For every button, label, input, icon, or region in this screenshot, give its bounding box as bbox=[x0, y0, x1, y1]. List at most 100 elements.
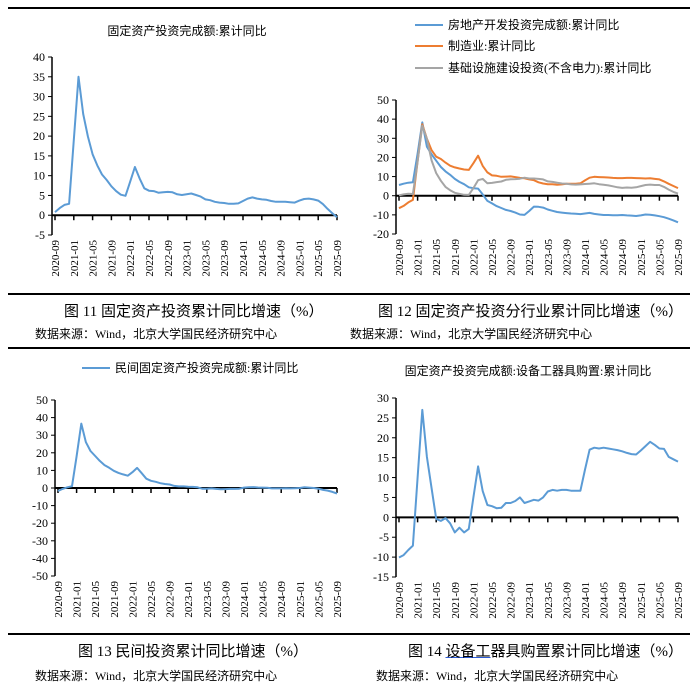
chart-13: 民间固定资产投资完成额:累计同比 -50 -40 -30 -20 -10 0 10 20 30 40… bbox=[32, 360, 344, 618]
y-tick-label: 30 bbox=[377, 131, 389, 145]
bottom-rule bbox=[350, 293, 690, 295]
x-tick-label: 2021-05 bbox=[90, 581, 102, 618]
x-tick-label: 2022-05 bbox=[144, 240, 156, 277]
x-tick-label: 2024-05 bbox=[258, 581, 270, 618]
series-line bbox=[398, 121, 679, 224]
x-tick-label: 2025-05 bbox=[654, 239, 666, 276]
x-tick-label: 2022-05 bbox=[487, 239, 499, 276]
y-tick-label: -10 bbox=[373, 550, 389, 564]
x-tick-label: 2021-01 bbox=[413, 239, 425, 276]
x-tick-label: 2021-09 bbox=[450, 582, 462, 619]
y-tick-label: -15 bbox=[373, 570, 389, 584]
y-tick-label: 35 bbox=[33, 70, 45, 84]
x-tick-label: 2024-09 bbox=[617, 239, 629, 276]
y-tick-label: 50 bbox=[36, 393, 48, 407]
x-tick-label: 2025-01 bbox=[294, 240, 306, 277]
series-line bbox=[398, 123, 679, 210]
series-line bbox=[398, 124, 679, 197]
x-tick-label: 2025-01 bbox=[636, 239, 648, 276]
series-line bbox=[57, 422, 338, 495]
x-tick-label: 2024-01 bbox=[580, 239, 592, 276]
x-tick-label: 2022-09 bbox=[163, 240, 175, 277]
series-line bbox=[54, 75, 338, 218]
caption-rest: 器具购置累计同比增速（%） bbox=[490, 644, 684, 660]
x-tick-label: 2020-09 bbox=[394, 239, 406, 276]
y-tick-label: 15 bbox=[377, 451, 389, 465]
y-tick-label: 30 bbox=[33, 90, 45, 104]
y-tick-label: 0 bbox=[42, 481, 48, 495]
figure-14-caption: 图 14 设备工器具购置累计同比增速（%） bbox=[408, 640, 683, 661]
y-tick-label: 0 bbox=[39, 208, 45, 222]
x-tick-label: 2022-01 bbox=[468, 582, 480, 619]
chart-title: 固定资产投资完成额:设备工器具购置:累计同比 bbox=[405, 363, 652, 378]
x-tick-label: 2023-01 bbox=[183, 581, 195, 618]
x-tick-label: 2023-01 bbox=[524, 582, 536, 619]
y-tick-label: 15 bbox=[33, 149, 45, 163]
top-rule bbox=[8, 7, 350, 9]
y-tick-label: -30 bbox=[32, 534, 48, 548]
y-tick-label: 40 bbox=[33, 50, 45, 64]
x-tick-label: 2021-01 bbox=[72, 581, 84, 618]
y-tick-label: -20 bbox=[373, 227, 389, 241]
x-tick-label: 2024-01 bbox=[239, 581, 251, 618]
y-tick-label: 40 bbox=[36, 411, 48, 425]
y-tick-label: 25 bbox=[377, 411, 389, 425]
y-tick-label: 20 bbox=[377, 431, 389, 445]
x-tick-label: 2022-09 bbox=[506, 582, 518, 619]
x-tick-label: 2024-05 bbox=[257, 240, 269, 277]
legend-label: 房地产开发投资完成额:累计同比 bbox=[448, 17, 619, 32]
x-tick-label: 2025-09 bbox=[332, 240, 344, 277]
x-tick-label: 2022-01 bbox=[127, 581, 139, 618]
y-tick-label: 10 bbox=[377, 471, 389, 485]
x-tick-label: 2025-01 bbox=[636, 582, 648, 619]
x-tick-label: 2024-05 bbox=[599, 239, 611, 276]
x-tick-label: 2024-09 bbox=[276, 581, 288, 618]
caption-link[interactable]: 设备工 bbox=[445, 644, 491, 660]
y-tick-label: -10 bbox=[32, 499, 48, 513]
x-tick-label: 2023-09 bbox=[219, 240, 231, 277]
x-tick-label: 2021-01 bbox=[413, 582, 425, 619]
source-note: 数据来源：Wind，北京大学国民经济研究中心 bbox=[376, 669, 619, 683]
x-tick-label: 2023-09 bbox=[220, 581, 232, 618]
chart-12: 房地产开发投资完成额:累计同比制造业:累计同比基础设施建设投资(不含电力):累计… bbox=[373, 17, 685, 276]
figure-11-caption: 图 11 固定资产投资累计同比增速（%） bbox=[64, 304, 324, 320]
y-tick-label: 0 bbox=[383, 510, 389, 524]
y-tick-label: -40 bbox=[32, 551, 48, 565]
x-tick-label: 2022-05 bbox=[487, 582, 499, 619]
y-tick-label: 10 bbox=[33, 169, 45, 183]
y-tick-label: 25 bbox=[33, 109, 45, 123]
chart-14: 固定资产投资完成额:设备工器具购置:累计同比-15-10-50510152025… bbox=[373, 363, 685, 619]
x-tick-label: 2023-05 bbox=[202, 581, 214, 618]
x-tick-label: 2025-09 bbox=[673, 582, 685, 619]
x-tick-label: 2025-01 bbox=[295, 581, 307, 618]
legend-label: 制造业:累计同比 bbox=[448, 39, 535, 53]
y-tick-label: 30 bbox=[377, 391, 389, 405]
x-tick-label: 2020-09 bbox=[50, 240, 62, 277]
x-tick-label: 2023-09 bbox=[561, 582, 573, 619]
x-tick-label: 2025-05 bbox=[313, 240, 325, 277]
x-tick-label: 2021-05 bbox=[431, 582, 443, 619]
top-rule bbox=[350, 7, 690, 9]
x-tick-label: 2021-09 bbox=[450, 239, 462, 276]
x-tick-label: 2024-09 bbox=[276, 240, 288, 277]
x-tick-label: 2023-09 bbox=[561, 239, 573, 276]
y-tick-label: 40 bbox=[377, 112, 389, 126]
x-tick-label: 2022-05 bbox=[146, 581, 158, 618]
figure-12-caption: 图 12 固定资产投资分行业累计同比增速（%） bbox=[378, 304, 683, 320]
x-tick-label: 2022-09 bbox=[165, 581, 177, 618]
x-tick-label: 2024-05 bbox=[599, 582, 611, 619]
x-tick-label: 2023-05 bbox=[543, 582, 555, 619]
y-tick-label: 0 bbox=[383, 189, 389, 203]
y-tick-label: 5 bbox=[383, 490, 389, 504]
legend-label: 民间固定资产投资完成额:累计同比 bbox=[115, 360, 298, 375]
x-tick-label: 2022-01 bbox=[468, 239, 480, 276]
y-tick-label: -20 bbox=[32, 516, 48, 530]
source-note: 数据来源：Wind，北京大学国民经济研究中心 bbox=[350, 327, 593, 341]
source-note: 数据来源：Wind，北京大学国民经济研究中心 bbox=[35, 327, 278, 341]
x-tick-label: 2021-09 bbox=[106, 240, 118, 277]
x-tick-label: 2021-09 bbox=[109, 581, 121, 618]
y-tick-label: 10 bbox=[377, 170, 389, 184]
y-tick-label: -5 bbox=[379, 530, 389, 544]
